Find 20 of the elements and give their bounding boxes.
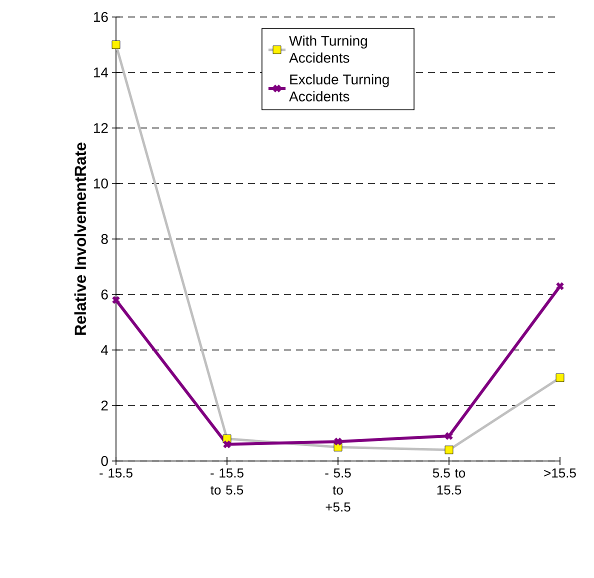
point [334,437,342,446]
y-tick-label: 16 [94,12,108,22]
point [444,432,454,440]
y-tick-label: 8 [101,234,108,244]
y-tick-label: 2 [101,400,108,410]
y-tick-label: 10 [94,178,108,188]
x-tick-label: - 5.5 to +5.5 [325,468,351,512]
y-tick-label: 0 [101,456,108,466]
y-tick-label: 4 [100,345,108,355]
y-tick-label: 14 [94,68,108,78]
x-tick-label: >15.5 [544,468,576,478]
y-tick-label: 12 [94,123,108,133]
y-tick-label: 6 [101,290,108,300]
legend-label: Exclude Turning Accidents [289,74,389,102]
x-tick-label: 5.5 to 15.5 [432,468,466,495]
x-tick-label: - 15.5 to 5.5 [210,468,244,495]
x-tick-label: - 15.5 [100,468,132,478]
point [222,440,232,449]
y-axis-title: Relative InvolvementRate [74,142,86,335]
legend-label: With Turning Accidents [289,35,367,63]
